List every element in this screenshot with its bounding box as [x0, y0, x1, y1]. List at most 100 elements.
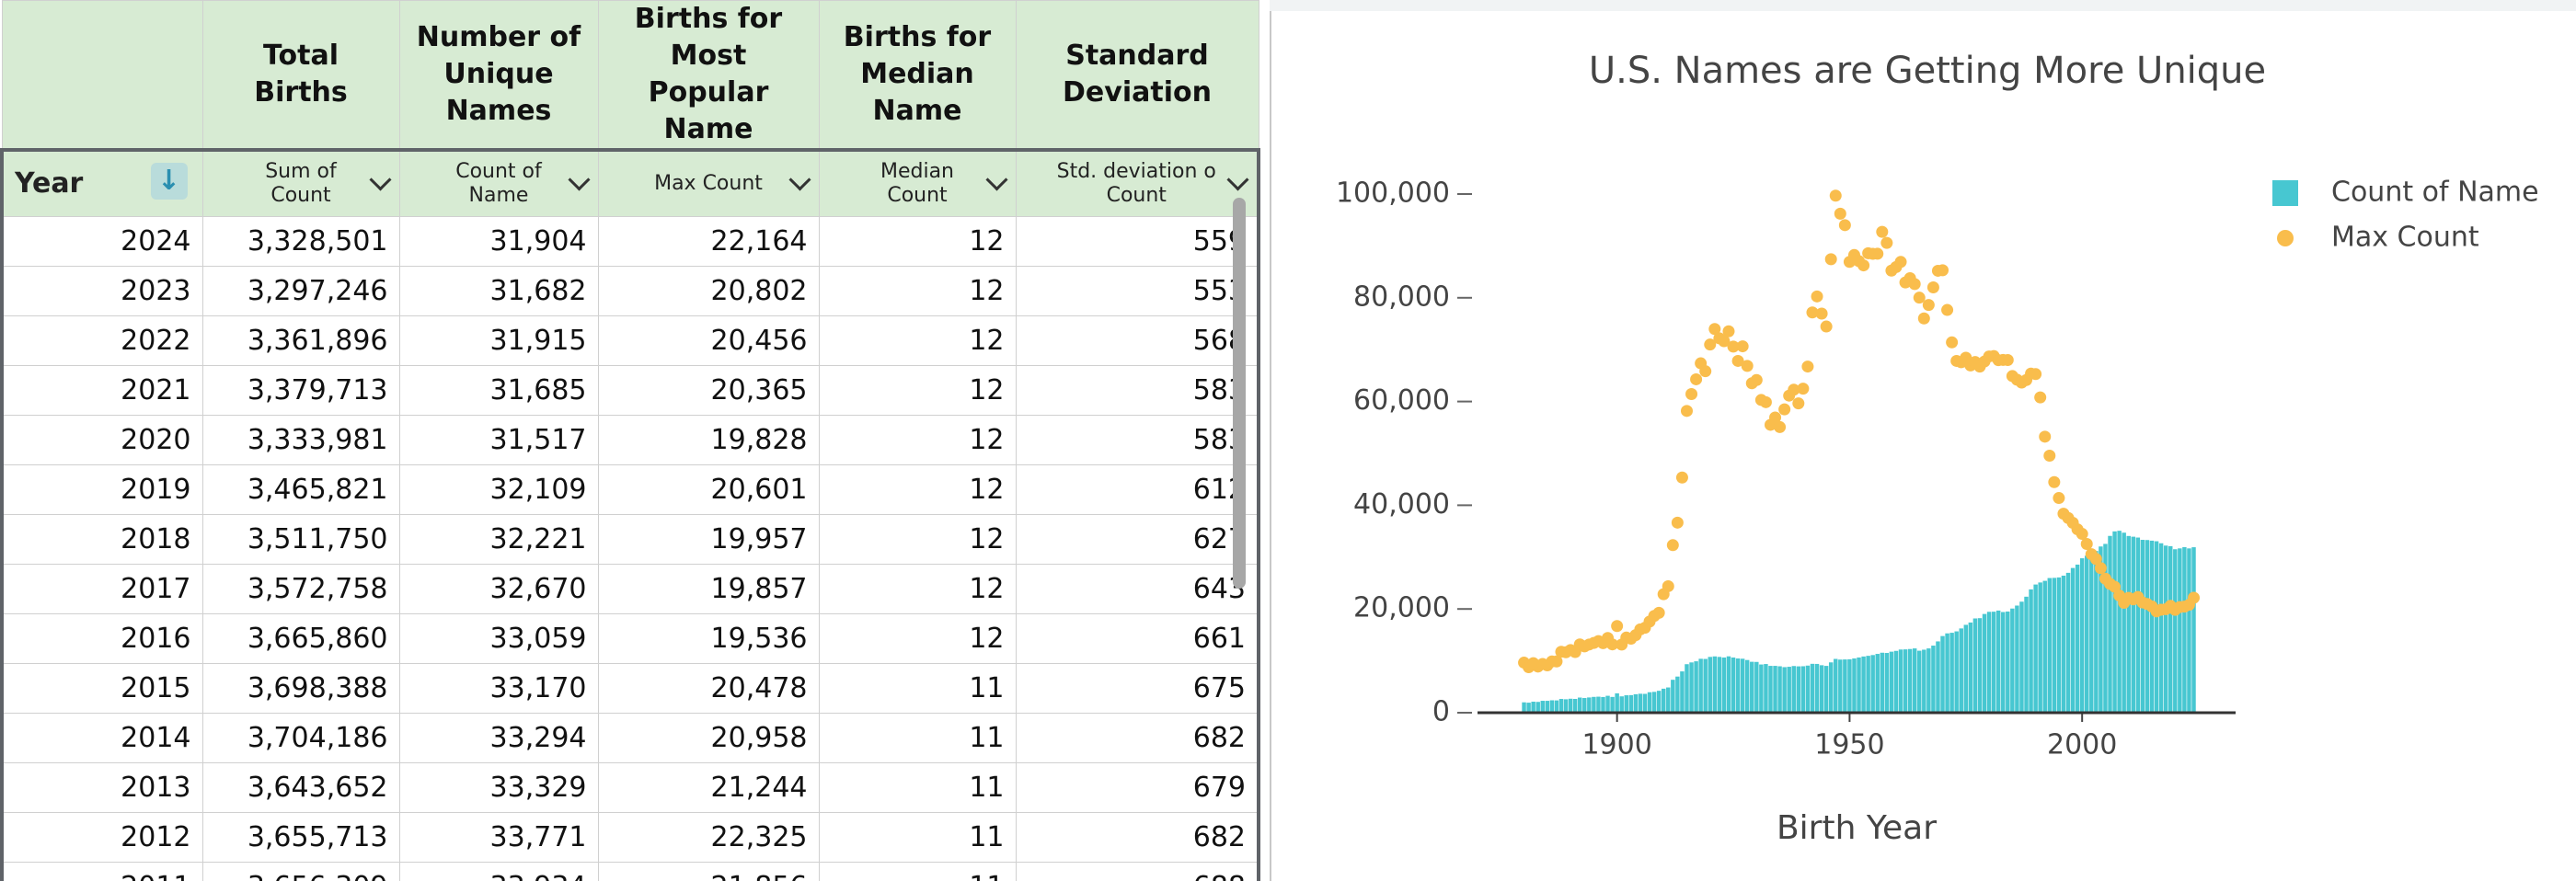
table-cell[interactable]: 627 — [1015, 514, 1260, 565]
table-cell[interactable]: 559 — [1015, 216, 1260, 267]
table-cell[interactable]: 2023 — [0, 266, 203, 316]
table-cell[interactable]: 2016 — [0, 613, 203, 664]
table-cell[interactable]: 19,828 — [597, 415, 820, 465]
table-cell[interactable]: 3,656,309 — [201, 862, 400, 881]
subheader-cell[interactable]: Max Count — [597, 148, 820, 217]
table-cell[interactable]: 2011 — [0, 862, 203, 881]
table-cell[interactable]: 33,771 — [398, 812, 599, 863]
table-cell[interactable]: 12 — [818, 415, 1017, 465]
table-cell[interactable]: 19,957 — [597, 514, 820, 565]
table-cell[interactable]: 32,670 — [398, 564, 599, 614]
bar — [1540, 701, 1545, 713]
table-cell[interactable]: 612 — [1015, 464, 1260, 515]
table-cell[interactable]: 32,109 — [398, 464, 599, 515]
table-cell[interactable]: 682 — [1015, 713, 1260, 763]
table-cell[interactable]: 12 — [818, 266, 1017, 316]
dropdown-icon[interactable] — [567, 168, 591, 191]
subheader-cell[interactable]: Year ↓ — [0, 148, 203, 217]
table-cell[interactable]: 20,601 — [597, 464, 820, 515]
table-cell[interactable]: 20,802 — [597, 266, 820, 316]
table-cell[interactable]: 33,329 — [398, 762, 599, 813]
table-cell[interactable]: 19,857 — [597, 564, 820, 614]
table-cell[interactable]: 33,934 — [398, 862, 599, 881]
table-cell[interactable]: 3,643,652 — [201, 762, 400, 813]
table-cell[interactable]: 2019 — [0, 464, 203, 515]
table-cell[interactable]: 12 — [818, 464, 1017, 515]
table-cell[interactable]: 553 — [1015, 266, 1260, 316]
table-cell[interactable]: 2022 — [0, 315, 203, 366]
table-cell[interactable]: 2024 — [0, 216, 203, 267]
table-cell[interactable]: 583 — [1015, 415, 1260, 465]
table-cell[interactable]: 31,517 — [398, 415, 599, 465]
table-cell[interactable]: 3,379,713 — [201, 365, 400, 416]
table-cell[interactable]: 3,333,981 — [201, 415, 400, 465]
table-cell[interactable]: 12 — [818, 315, 1017, 366]
dropdown-icon[interactable] — [1226, 168, 1249, 191]
table-cell[interactable]: 2020 — [0, 415, 203, 465]
table-cell[interactable]: 2014 — [0, 713, 203, 763]
table-cell[interactable]: 33,170 — [398, 663, 599, 714]
table-cell[interactable]: 20,478 — [597, 663, 820, 714]
table-cell[interactable]: 31,685 — [398, 365, 599, 416]
subheader-cell[interactable]: Count of Name — [398, 148, 599, 217]
sort-icon[interactable]: ↓ — [150, 163, 188, 200]
dropdown-icon[interactable] — [984, 168, 1008, 191]
point — [2030, 368, 2042, 381]
table-cell[interactable]: 11 — [818, 812, 1017, 863]
table-cell[interactable]: 643 — [1015, 564, 1260, 614]
table-cell[interactable]: 682 — [1015, 812, 1260, 863]
table-cell[interactable]: 583 — [1015, 365, 1260, 416]
table-cell[interactable]: 675 — [1015, 663, 1260, 714]
table-cell[interactable]: 2015 — [0, 663, 203, 714]
table-cell[interactable]: 2021 — [0, 365, 203, 416]
table-cell[interactable]: 679 — [1015, 762, 1260, 813]
table-cell[interactable]: 32,221 — [398, 514, 599, 565]
table-cell[interactable]: 3,698,388 — [201, 663, 400, 714]
table-cell[interactable]: 3,361,896 — [201, 315, 400, 366]
table-cell[interactable]: 20,365 — [597, 365, 820, 416]
table-cell[interactable]: 2013 — [0, 762, 203, 813]
table-cell[interactable]: 11 — [818, 762, 1017, 813]
table-cell[interactable]: 20,958 — [597, 713, 820, 763]
table-cell[interactable]: 12 — [818, 365, 1017, 416]
subheader-cell[interactable]: Std. deviation o Count — [1015, 148, 1260, 217]
table-cell[interactable]: 3,328,501 — [201, 216, 400, 267]
table-cell[interactable]: 11 — [818, 862, 1017, 881]
subheader-cell[interactable]: Median Count — [818, 148, 1017, 217]
table-cell[interactable]: 2012 — [0, 812, 203, 863]
table-cell[interactable]: 568 — [1015, 315, 1260, 366]
table-cell[interactable]: 688 — [1015, 862, 1260, 881]
table-cell[interactable]: 12 — [818, 514, 1017, 565]
table-cell[interactable]: 3,704,186 — [201, 713, 400, 763]
table-cell[interactable]: 2018 — [0, 514, 203, 565]
table-cell[interactable]: 21,856 — [597, 862, 820, 881]
table-cell[interactable]: 22,325 — [597, 812, 820, 863]
table-cell[interactable]: 31,915 — [398, 315, 599, 366]
table-cell[interactable]: 33,294 — [398, 713, 599, 763]
table-cell[interactable]: 11 — [818, 713, 1017, 763]
table-cell[interactable]: 11 — [818, 663, 1017, 714]
table-cell[interactable]: 3,655,713 — [201, 812, 400, 863]
table-cell[interactable]: 20,456 — [597, 315, 820, 366]
table-cell[interactable]: 3,465,821 — [201, 464, 400, 515]
table-cell[interactable]: 12 — [818, 613, 1017, 664]
table-cell[interactable]: 3,511,750 — [201, 514, 400, 565]
table-cell[interactable]: 33,059 — [398, 613, 599, 664]
scrollbar[interactable] — [1233, 198, 1246, 589]
table-cell[interactable]: 22,164 — [597, 216, 820, 267]
table-cell[interactable]: 2017 — [0, 564, 203, 614]
table-cell[interactable]: 661 — [1015, 613, 1260, 664]
table-cell[interactable]: 31,682 — [398, 266, 599, 316]
table-cell[interactable]: 19,536 — [597, 613, 820, 664]
subheader-cell[interactable]: Sum of Count — [201, 148, 400, 217]
dropdown-icon[interactable] — [788, 168, 811, 191]
table-cell[interactable]: 31,904 — [398, 216, 599, 267]
table-cell[interactable]: 3,572,758 — [201, 564, 400, 614]
dropdown-icon[interactable] — [368, 168, 392, 191]
table-cell[interactable]: 21,244 — [597, 762, 820, 813]
table-cell[interactable]: 3,665,860 — [201, 613, 400, 664]
table-cell[interactable]: 12 — [818, 216, 1017, 267]
table-cell[interactable]: 12 — [818, 564, 1017, 614]
table-cell[interactable]: 3,297,246 — [201, 266, 400, 316]
point — [1917, 312, 1930, 325]
